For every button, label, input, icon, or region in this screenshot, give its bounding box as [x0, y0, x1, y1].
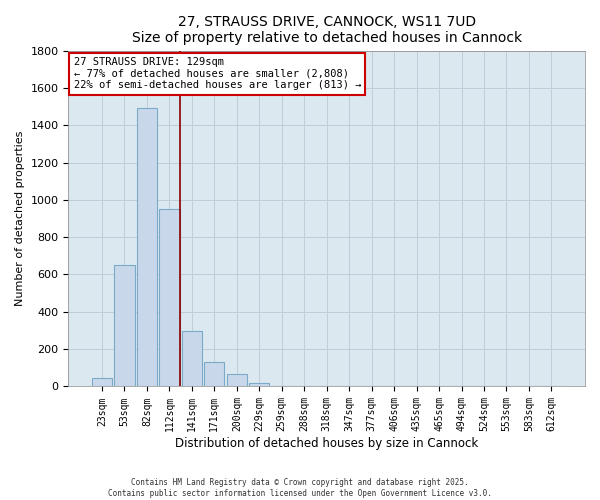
Bar — [159, 209, 179, 386]
Title: 27, STRAUSS DRIVE, CANNOCK, WS11 7UD
Size of property relative to detached house: 27, STRAUSS DRIVE, CANNOCK, WS11 7UD Siz… — [131, 15, 522, 45]
Bar — [182, 332, 202, 386]
Text: Contains HM Land Registry data © Crown copyright and database right 2025.
Contai: Contains HM Land Registry data © Crown c… — [108, 478, 492, 498]
Bar — [137, 108, 157, 386]
X-axis label: Distribution of detached houses by size in Cannock: Distribution of detached houses by size … — [175, 437, 478, 450]
Bar — [227, 374, 247, 386]
Bar — [92, 378, 112, 386]
Y-axis label: Number of detached properties: Number of detached properties — [15, 131, 25, 306]
Bar — [204, 362, 224, 386]
Text: 27 STRAUSS DRIVE: 129sqm
← 77% of detached houses are smaller (2,808)
22% of sem: 27 STRAUSS DRIVE: 129sqm ← 77% of detach… — [74, 58, 361, 90]
Bar — [115, 265, 134, 386]
Bar — [249, 382, 269, 386]
